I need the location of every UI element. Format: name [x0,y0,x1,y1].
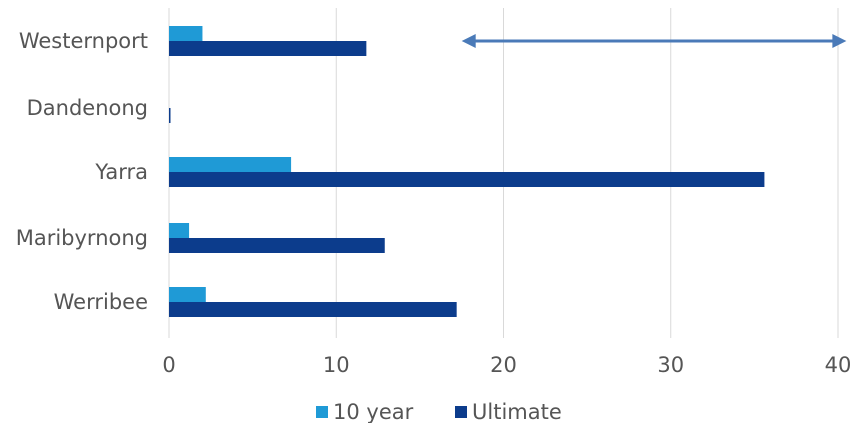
legend: 10 year Ultimate [316,400,562,423]
category-label: Werribee [54,290,148,314]
category-label: Maribyrnong [16,226,148,250]
bar [169,302,457,317]
bar [169,238,385,253]
bar [169,108,171,123]
x-tick-label: 0 [162,353,175,377]
x-tick-labels: 0 10 20 30 40 [162,353,851,377]
x-tick-label: 40 [825,353,852,377]
category-label: Dandenong [27,96,148,120]
legend-swatch [316,406,328,418]
category-label: Westernport [19,29,148,53]
x-tick-label: 20 [490,353,517,377]
category-label: Yarra [94,160,148,184]
x-tick-label: 30 [657,353,684,377]
legend-swatch [455,406,467,418]
annotation-arrow [461,34,847,48]
legend-label: Ultimate [472,400,562,423]
bar [169,157,292,172]
bar [169,41,367,56]
bar [169,172,765,187]
bars [169,26,765,317]
arrow-head-right [832,34,847,48]
bar [169,287,206,302]
x-tick-label: 10 [323,353,350,377]
bar [169,223,190,238]
category-labels: Westernport Dandenong Yarra Maribyrnong Werr… [16,29,148,314]
bar [169,26,203,41]
legend-label: 10 year [333,400,414,423]
arrow-head-left [461,34,476,48]
